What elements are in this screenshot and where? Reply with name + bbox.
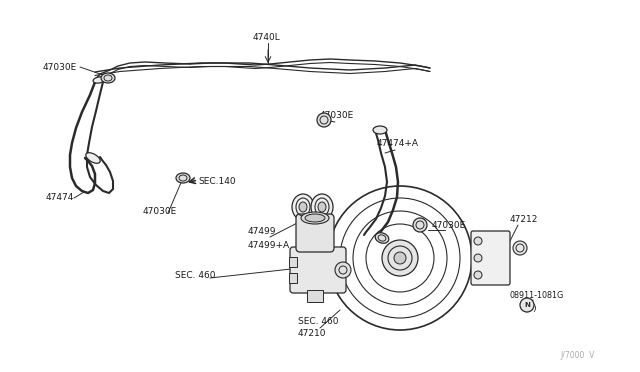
Circle shape [513,241,527,255]
Text: 47212: 47212 [510,215,538,224]
Ellipse shape [318,202,326,212]
Text: SEC. 460: SEC. 460 [175,272,216,280]
Circle shape [335,262,351,278]
Ellipse shape [299,202,307,212]
Text: 47030E: 47030E [143,208,177,217]
Circle shape [520,298,534,312]
Circle shape [317,113,331,127]
Text: N: N [524,302,530,308]
Circle shape [413,218,427,232]
Text: (4): (4) [524,304,536,312]
Circle shape [474,271,482,279]
Text: 47474: 47474 [46,193,74,202]
Ellipse shape [101,73,115,83]
FancyBboxPatch shape [290,247,346,293]
Text: 47030E: 47030E [43,62,77,71]
Text: 47474+A: 47474+A [377,138,419,148]
Ellipse shape [301,212,329,224]
Ellipse shape [373,126,387,134]
Text: 08911-1081G: 08911-1081G [510,292,564,301]
Ellipse shape [375,233,388,243]
Bar [307,290,323,302]
Text: 47499+A: 47499+A [248,241,290,250]
Text: SEC.140: SEC.140 [198,177,236,186]
Ellipse shape [305,214,325,222]
Ellipse shape [93,77,105,83]
Text: 47030E: 47030E [320,112,355,121]
Ellipse shape [176,173,190,183]
FancyBboxPatch shape [471,231,510,285]
Circle shape [474,237,482,245]
FancyBboxPatch shape [296,214,334,252]
Text: SEC. 460: SEC. 460 [298,317,339,327]
Text: J/7000  V: J/7000 V [560,352,595,360]
Text: 47210: 47210 [298,330,326,339]
Text: 47030E: 47030E [432,221,467,230]
Bar [289,257,297,267]
Ellipse shape [86,153,100,163]
Circle shape [382,240,418,276]
Ellipse shape [311,194,333,220]
Text: 4740L: 4740L [253,33,281,42]
Circle shape [394,252,406,264]
Ellipse shape [292,194,314,220]
Bar [289,273,297,283]
Circle shape [328,186,472,330]
Circle shape [474,254,482,262]
Text: 47499: 47499 [248,228,276,237]
